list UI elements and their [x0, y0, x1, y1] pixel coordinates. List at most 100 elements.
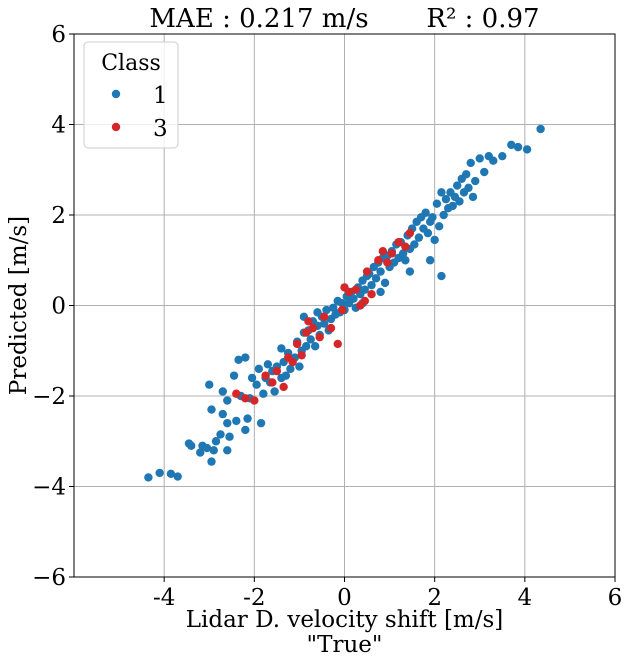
data-point-class-3 [401, 242, 410, 251]
legend-label-class-3: 3 [153, 116, 168, 142]
data-point-class-1 [380, 278, 390, 288]
data-point-class-1 [218, 387, 227, 396]
data-point-class-3 [292, 339, 302, 349]
legend-box [83, 41, 179, 149]
data-point-class-3 [268, 378, 277, 387]
data-point-class-3 [387, 249, 397, 258]
data-point-class-1 [223, 418, 232, 428]
data-point-class-1 [320, 319, 329, 328]
y-tick-label: 2 [51, 203, 66, 229]
data-point-class-3 [288, 357, 297, 367]
data-point-class-1 [423, 228, 433, 238]
data-point-class-1 [480, 167, 489, 177]
data-point-class-1 [471, 176, 480, 186]
data-point-class-1 [270, 387, 279, 396]
data-point-class-3 [362, 267, 372, 276]
data-point-class-1 [371, 274, 381, 283]
data-point-class-3 [344, 287, 354, 297]
data-point-class-1 [155, 468, 164, 478]
data-point-class-1 [216, 430, 225, 439]
data-point-class-1 [243, 414, 252, 423]
data-point-class-3 [301, 328, 311, 337]
data-point-class-1 [329, 303, 338, 312]
legend-label-class-1: 1 [153, 83, 168, 109]
data-point-class-1 [432, 199, 442, 208]
data-point-class-1 [286, 364, 295, 374]
data-point-class-1 [448, 201, 457, 211]
data-point-class-1 [252, 380, 261, 389]
data-point-class-1 [209, 446, 218, 455]
data-point-class-1 [223, 396, 232, 405]
data-point-class-3 [261, 371, 270, 380]
data-point-class-1 [205, 380, 214, 389]
chart-title: MAE : 0.217 m/s R² : 0.97 [149, 4, 539, 34]
data-point-class-1 [322, 305, 331, 315]
x-tick-label: 6 [608, 585, 623, 611]
data-point-class-3 [394, 237, 403, 247]
data-point-class-1 [306, 335, 315, 344]
data-point-class-1 [475, 154, 484, 163]
axis-ticks: -4 -2 0 2 4 6 −6 −4 −2 0 2 4 6 [32, 22, 622, 611]
data-point-class-1 [223, 446, 232, 455]
x-axis-label: Lidar D. velocity shift [m/s] [186, 607, 504, 633]
data-point-class-1 [453, 181, 462, 190]
data-point-class-3 [351, 285, 360, 294]
data-point-class-3 [308, 323, 318, 333]
data-point-class-3 [338, 305, 347, 315]
data-point-class-1 [241, 353, 250, 362]
data-point-class-1 [489, 156, 498, 165]
y-tick-label: −4 [32, 475, 66, 501]
data-point-class-1 [263, 360, 273, 369]
data-point-class-3 [250, 396, 259, 405]
data-point-class-1 [207, 457, 216, 466]
data-point-class-1 [196, 448, 205, 457]
data-point-class-1 [376, 287, 385, 297]
data-point-class-3 [333, 339, 342, 349]
y-tick-label: 6 [51, 22, 66, 48]
y-tick-label: −2 [32, 384, 66, 410]
data-point-class-1 [401, 256, 410, 265]
data-point-class-3 [374, 256, 383, 265]
x-tick-label: -2 [243, 585, 265, 611]
data-point-class-1 [173, 472, 182, 481]
data-point-class-1 [338, 299, 347, 308]
data-point-class-1 [225, 432, 234, 441]
data-point-class-3 [297, 351, 306, 360]
data-point-class-1 [522, 145, 532, 154]
data-point-class-1 [513, 142, 523, 152]
data-point-class-1 [441, 194, 451, 204]
data-points [144, 124, 545, 482]
legend-title: Class [101, 51, 161, 76]
data-point-class-1 [256, 418, 266, 428]
data-point-class-3 [378, 247, 388, 256]
data-point-class-1 [241, 425, 250, 435]
data-point-class-1 [232, 416, 241, 426]
data-point-class-1 [425, 256, 435, 265]
data-point-class-1 [428, 213, 437, 222]
data-point-class-1 [498, 151, 507, 161]
legend: Class 13 [83, 41, 179, 149]
x-tick-label: -4 [153, 585, 175, 611]
data-point-class-1 [536, 124, 545, 134]
data-point-class-3 [232, 389, 241, 398]
data-point-class-3 [272, 366, 282, 376]
data-point-class-1 [229, 371, 239, 380]
data-point-class-1 [455, 197, 464, 206]
data-point-class-1 [218, 409, 227, 419]
data-point-class-3 [315, 332, 324, 342]
data-point-class-1 [349, 294, 358, 303]
data-point-class-1 [254, 364, 264, 374]
x-tick-label: 2 [427, 585, 442, 611]
data-point-class-3 [304, 317, 313, 326]
data-point-class-1 [207, 405, 216, 414]
data-point-class-3 [326, 323, 336, 333]
data-point-class-1 [421, 208, 430, 217]
data-point-class-3 [241, 394, 250, 403]
legend-entries: 13 [111, 83, 168, 142]
data-point-class-3 [320, 312, 329, 322]
data-point-class-3 [383, 258, 392, 267]
data-point-class-3 [405, 228, 415, 238]
data-point-class-1 [234, 355, 243, 364]
data-point-class-1 [405, 267, 415, 276]
data-point-class-1 [430, 235, 439, 245]
